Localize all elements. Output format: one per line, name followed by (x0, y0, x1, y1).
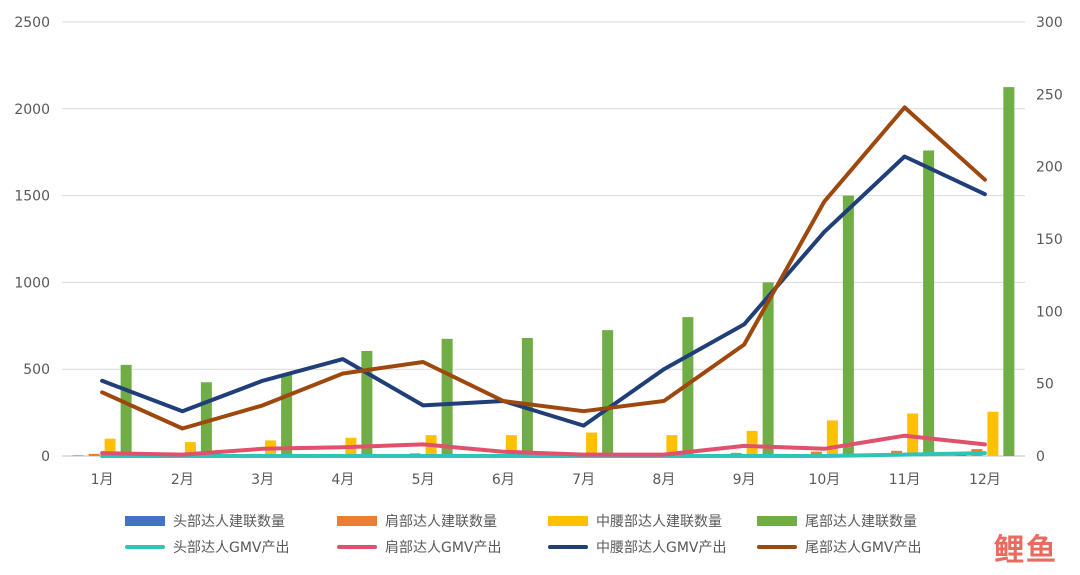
x-tick-label: 2月 (171, 472, 194, 488)
left-tick-label: 1000 (14, 275, 50, 291)
legend-swatch (548, 516, 588, 526)
bar-中腰部达人建联数量 (746, 430, 758, 456)
bar-肩部达人建联数量 (810, 451, 822, 456)
legend-swatch (125, 516, 165, 526)
legend-label: 头部达人建联数量 (173, 514, 285, 530)
x-tick-label: 4月 (331, 472, 354, 488)
legend-item: 尾部达人GMV产出 (757, 537, 922, 557)
bar-尾部达人建联数量 (281, 373, 293, 456)
legend-label: 中腰部达人建联数量 (596, 514, 722, 530)
x-axis: 1月 2月 3月 4月 5月 6月 7月 8月 9月 10月 11月 12月 (91, 472, 1001, 488)
x-tick-label: 3月 (251, 472, 274, 488)
watermark-text: 鲤鱼 (994, 533, 1058, 568)
x-tick-label: 5月 (412, 472, 435, 488)
legend-item: 头部达人GMV产出 (125, 537, 290, 557)
left-tick-label: 0 (41, 449, 50, 465)
bar-尾部达人建联数量 (1003, 87, 1015, 456)
legend-label: 头部达人GMV产出 (173, 540, 290, 556)
line-肩部达人GMV产出 (100, 433, 987, 457)
bar-尾部达人建联数量 (842, 195, 854, 456)
right-tick-label: 150 (1036, 232, 1063, 248)
bar-尾部达人建联数量 (923, 150, 935, 457)
bar-中腰部达人建联数量 (666, 435, 678, 456)
bar-中腰部达人建联数量 (586, 432, 598, 456)
legend-label: 尾部达人GMV产出 (805, 540, 922, 556)
bar-头部达人建联数量 (72, 455, 84, 456)
x-tick-label: 1月 (91, 472, 114, 488)
bar-尾部达人建联数量 (361, 350, 373, 456)
legend-label: 肩部达人建联数量 (385, 514, 497, 530)
bar-尾部达人建联数量 (441, 338, 453, 456)
legend-item: 肩部达人建联数量 (337, 511, 497, 531)
bar-尾部达人建联数量 (200, 382, 212, 456)
bar-尾部达人建联数量 (120, 364, 132, 456)
bar-肩部达人建联数量 (88, 453, 100, 456)
legend-swatch (125, 545, 165, 549)
legend-item: 头部达人建联数量 (125, 511, 285, 531)
x-tick-label: 12月 (969, 472, 1001, 488)
right-tick-label: 50 (1036, 377, 1054, 393)
right-tick-label: 100 (1036, 304, 1063, 320)
left-tick-label: 2000 (14, 102, 50, 118)
legend-label: 尾部达人建联数量 (805, 514, 917, 530)
bar-尾部达人建联数量 (762, 282, 774, 456)
lines (100, 105, 987, 458)
left-tick-label: 2500 (14, 15, 50, 31)
right-tick-label: 300 (1036, 15, 1063, 31)
x-tick-label: 7月 (572, 472, 595, 488)
watermark-logo: 鲤鱼 (994, 525, 1058, 569)
x-tick-label: 9月 (733, 472, 756, 488)
legend-item: 中腰部达人GMV产出 (548, 537, 727, 557)
bar-中腰部达人建联数量 (505, 435, 517, 456)
legend-swatch (337, 516, 377, 526)
left-axis: 0 500 1000 1500 2000 2500 (14, 15, 50, 465)
bar-中腰部达人建联数量 (184, 442, 196, 456)
legend-label: 中腰部达人GMV产出 (596, 540, 727, 556)
legend-label: 肩部达人GMV产出 (385, 540, 502, 556)
legend-swatch (548, 545, 588, 549)
right-tick-label: 200 (1036, 160, 1063, 176)
line-中腰部达人GMV产出 (100, 154, 987, 428)
right-tick-label: 0 (1036, 449, 1045, 465)
right-axis: 0 50 100 150 200 250 300 (1036, 15, 1063, 465)
line-尾部达人GMV产出 (100, 105, 987, 431)
bar-尾部达人建联数量 (521, 337, 533, 456)
legend-swatch (757, 545, 797, 549)
right-tick-label: 250 (1036, 87, 1063, 103)
bar-尾部达人建联数量 (602, 330, 614, 456)
left-tick-label: 500 (23, 362, 50, 378)
legend-swatch (337, 545, 377, 549)
left-tick-label: 1500 (14, 189, 50, 205)
bar-中腰部达人建联数量 (987, 411, 999, 456)
line-头部达人GMV产出 (100, 451, 987, 458)
x-tick-label: 8月 (652, 472, 675, 488)
legend: 头部达人建联数量 肩部达人建联数量 中腰部达人建联数量 尾部达人建联数量头部达人GMV… (0, 505, 1080, 575)
x-tick-label: 10月 (808, 472, 840, 488)
legend-item: 肩部达人GMV产出 (337, 537, 502, 557)
legend-item: 尾部达人建联数量 (757, 511, 917, 531)
legend-item: 中腰部达人建联数量 (548, 511, 722, 531)
x-tick-label: 6月 (492, 472, 515, 488)
legend-swatch (757, 516, 797, 526)
x-tick-label: 11月 (889, 472, 921, 488)
bar-中腰部达人建联数量 (826, 420, 838, 456)
bar-中腰部达人建联数量 (104, 438, 116, 456)
